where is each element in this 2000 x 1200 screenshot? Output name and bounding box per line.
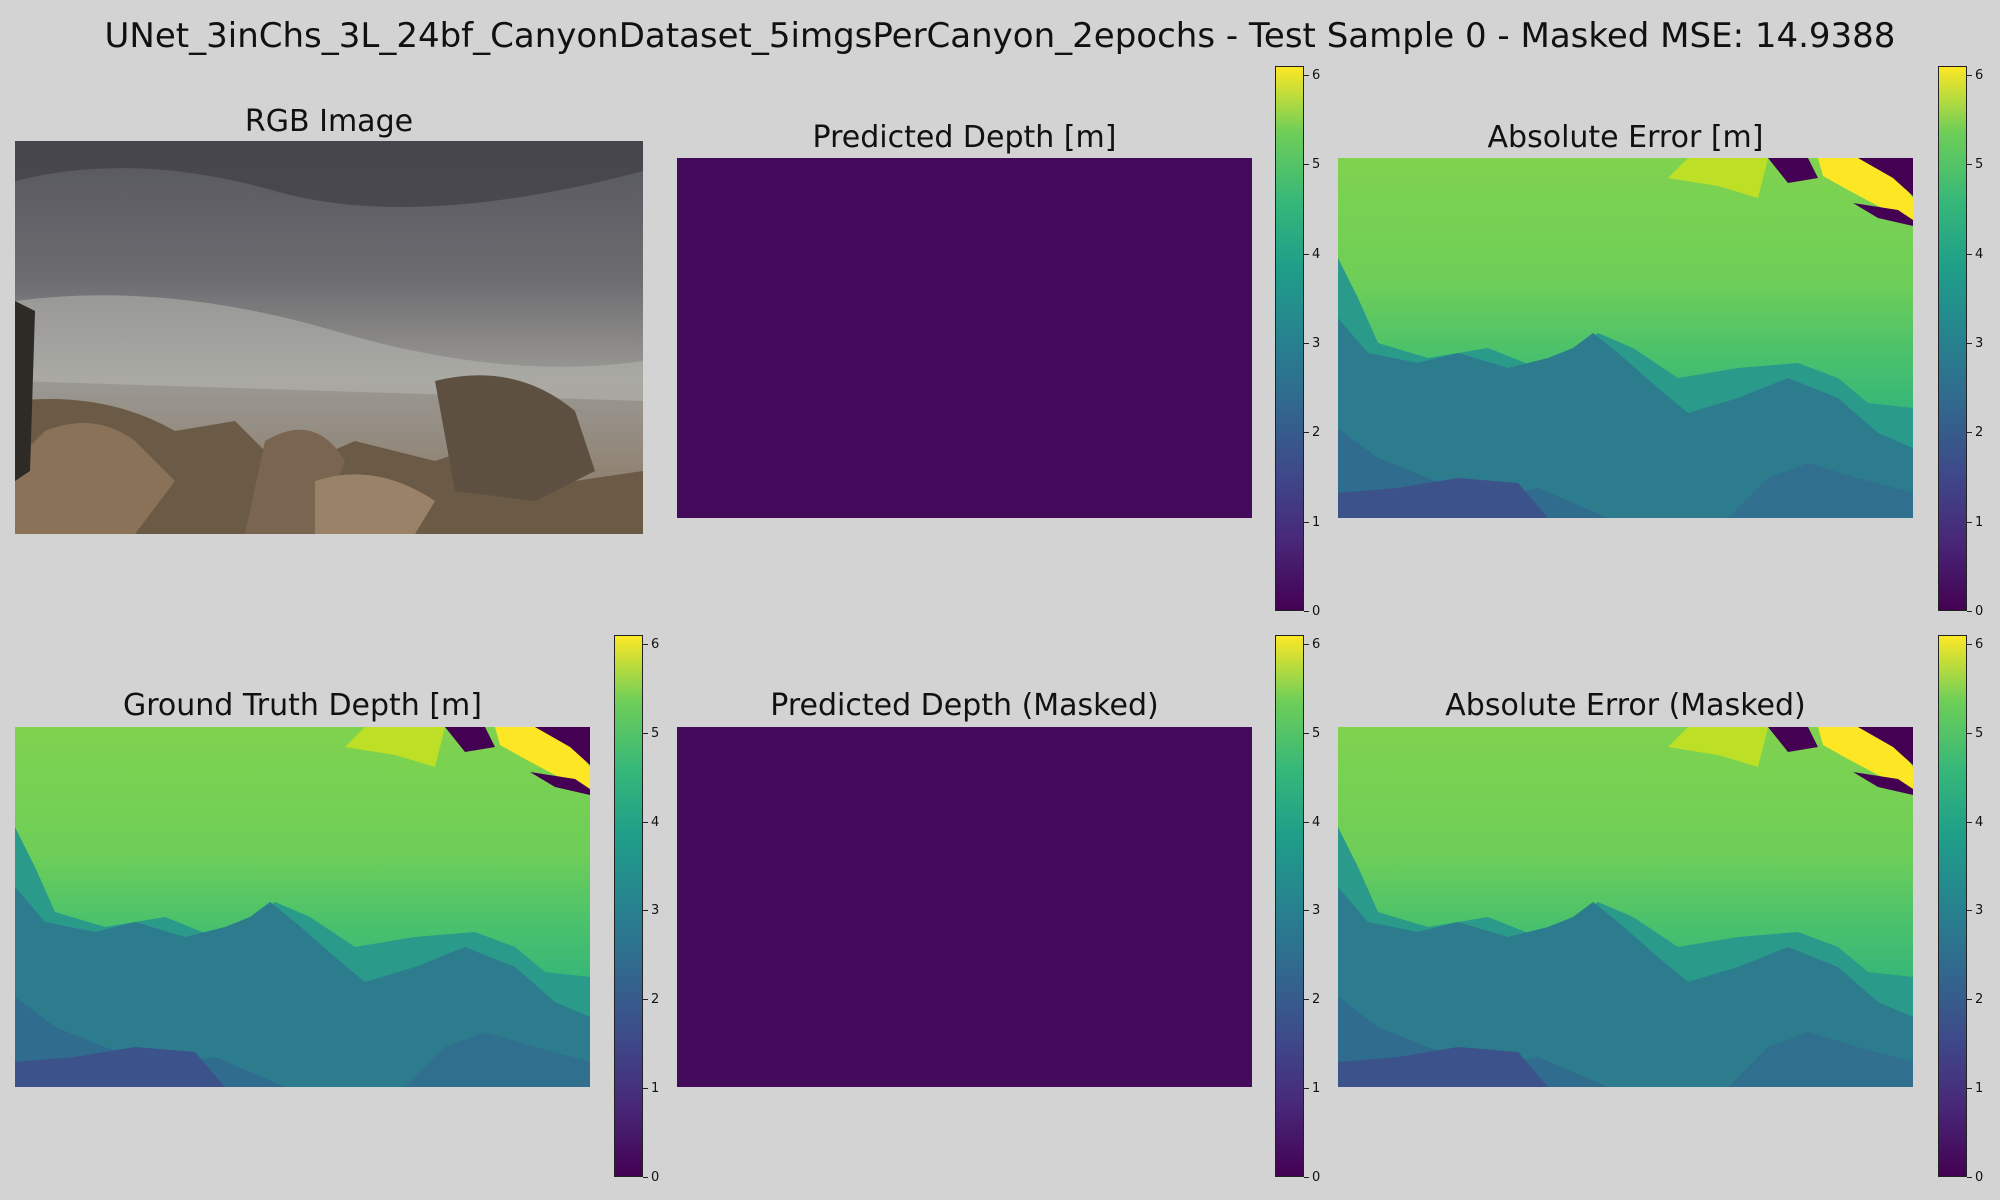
colorbar-tick-mark: [1967, 1088, 1972, 1089]
colorbar-tick-label: 3: [1312, 336, 1321, 351]
colorbar-tick-label: 2: [1312, 425, 1321, 440]
colorbar-tick-mark: [1304, 343, 1309, 344]
colorbar-tick-label: 6: [1312, 68, 1321, 83]
predicted-depth-map: [677, 158, 1252, 518]
colorbar-tick-label: 3: [1975, 903, 1984, 918]
colorbar-tick-mark: [1967, 522, 1972, 523]
colorbar-tick-label: 5: [1312, 157, 1321, 172]
colorbar-tick-label: 2: [1975, 425, 1984, 440]
colorbar-tick-label: 1: [1312, 1081, 1321, 1096]
figure-title: UNet_3inChs_3L_24bf_CanyonDataset_5imgsP…: [104, 16, 1896, 56]
absolute-error-masked-map: [1338, 727, 1913, 1087]
colorbar-tick-mark: [1304, 910, 1309, 911]
colorbar-tick-label: 2: [651, 992, 660, 1007]
colorbar-tick-mark: [1304, 254, 1309, 255]
absolute-error-masked-colorbar: [1938, 635, 1967, 1177]
colorbar-tick-mark: [643, 1088, 648, 1089]
colorbar-tick-mark: [1304, 1088, 1309, 1089]
colorbar-tick-label: 0: [1975, 1170, 1984, 1185]
colorbar-tick-label: 6: [1975, 637, 1984, 652]
predicted-depth-colorbar: [1275, 66, 1304, 611]
colorbar-tick-mark: [1304, 164, 1309, 165]
colorbar-tick-label: 0: [651, 1170, 660, 1185]
colorbar-tick-mark: [643, 644, 648, 645]
ground-truth-title: Ground Truth Depth [m]: [122, 688, 482, 723]
colorbar-tick-label: 0: [1312, 1170, 1321, 1185]
colorbar-tick-mark: [1967, 733, 1972, 734]
predicted-masked-colorbar: [1275, 635, 1304, 1177]
colorbar-tick-mark: [643, 822, 648, 823]
colorbar-tick-label: 1: [651, 1081, 660, 1096]
colorbar-tick-label: 3: [1975, 336, 1984, 351]
colorbar-tick-label: 4: [1312, 815, 1321, 830]
colorbar-tick-mark: [1967, 910, 1972, 911]
colorbar-tick-label: 5: [1975, 726, 1984, 741]
colorbar-tick-label: 2: [1312, 992, 1321, 1007]
absolute-error-title: Absolute Error [m]: [1487, 120, 1764, 155]
colorbar-tick-mark: [1304, 999, 1309, 1000]
colorbar-tick-mark: [1304, 75, 1309, 76]
colorbar-tick-label: 6: [1975, 68, 1984, 83]
colorbar-tick-label: 1: [1312, 515, 1321, 530]
colorbar-tick-mark: [1304, 733, 1309, 734]
colorbar-tick-label: 6: [651, 637, 660, 652]
ground-truth-depth-map: [15, 727, 590, 1087]
colorbar-tick-mark: [1304, 644, 1309, 645]
colorbar-tick-mark: [643, 1177, 648, 1178]
colorbar-tick-label: 6: [1312, 637, 1321, 652]
predicted-masked-title: Predicted Depth (Masked): [770, 688, 1159, 723]
absolute-error-colorbar: [1938, 66, 1967, 611]
absolute-error-map: [1338, 158, 1913, 518]
colorbar-tick-mark: [1304, 822, 1309, 823]
colorbar-tick-label: 4: [651, 815, 660, 830]
absolute-error-masked-title: Absolute Error (Masked): [1445, 688, 1806, 723]
colorbar-tick-label: 2: [1975, 992, 1984, 1007]
colorbar-tick-mark: [643, 910, 648, 911]
colorbar-tick-label: 5: [1312, 726, 1321, 741]
colorbar-tick-mark: [1967, 999, 1972, 1000]
colorbar-tick-mark: [1304, 432, 1309, 433]
colorbar-tick-mark: [1967, 1177, 1972, 1178]
predicted-depth-masked-map: [677, 727, 1252, 1087]
colorbar-tick-label: 3: [651, 903, 660, 918]
rgb-image: [15, 141, 643, 534]
colorbar-tick-label: 4: [1312, 247, 1321, 262]
colorbar-tick-label: 3: [1312, 903, 1321, 918]
colorbar-tick-mark: [643, 733, 648, 734]
colorbar-tick-label: 1: [1975, 515, 1984, 530]
colorbar-tick-mark: [1967, 644, 1972, 645]
colorbar-tick-mark: [1967, 432, 1972, 433]
predicted-depth-title: Predicted Depth [m]: [812, 120, 1117, 155]
colorbar-tick-mark: [643, 999, 648, 1000]
colorbar-tick-mark: [1304, 611, 1309, 612]
colorbar-tick-label: 5: [1975, 157, 1984, 172]
colorbar-tick-label: 4: [1975, 247, 1984, 262]
ground-truth-colorbar: [614, 635, 643, 1177]
colorbar-tick-mark: [1967, 254, 1972, 255]
colorbar-tick-mark: [1967, 75, 1972, 76]
rgb-image-title: RGB Image: [244, 104, 414, 139]
colorbar-tick-label: 5: [651, 726, 660, 741]
colorbar-tick-mark: [1967, 611, 1972, 612]
colorbar-tick-label: 1: [1975, 1081, 1984, 1096]
colorbar-tick-mark: [1304, 522, 1309, 523]
colorbar-tick-mark: [1967, 822, 1972, 823]
colorbar-tick-label: 0: [1312, 604, 1321, 619]
colorbar-tick-mark: [1967, 164, 1972, 165]
colorbar-tick-label: 0: [1975, 604, 1984, 619]
colorbar-tick-mark: [1304, 1177, 1309, 1178]
colorbar-tick-label: 4: [1975, 815, 1984, 830]
colorbar-tick-mark: [1967, 343, 1972, 344]
